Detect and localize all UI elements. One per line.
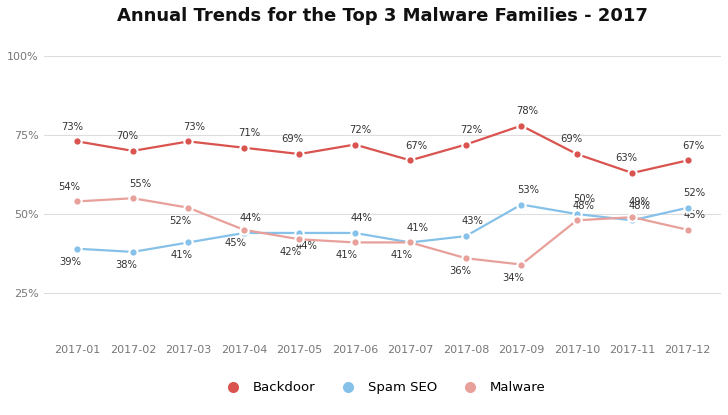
Text: 42%: 42% <box>280 247 302 257</box>
Text: 45%: 45% <box>224 238 247 248</box>
Text: 73%: 73% <box>183 122 205 132</box>
Text: 38%: 38% <box>115 260 137 270</box>
Text: 50%: 50% <box>573 194 595 204</box>
Text: 71%: 71% <box>238 128 261 138</box>
Text: 53%: 53% <box>518 185 539 195</box>
Text: 43%: 43% <box>462 216 483 227</box>
Text: 41%: 41% <box>336 251 357 261</box>
Text: 34%: 34% <box>502 273 524 283</box>
Text: 44%: 44% <box>351 213 373 223</box>
Text: 67%: 67% <box>405 141 427 151</box>
Text: 52%: 52% <box>169 216 191 226</box>
Title: Annual Trends for the Top 3 Malware Families - 2017: Annual Trends for the Top 3 Malware Fami… <box>117 7 648 25</box>
Legend: Backdoor, Spam SEO, Malware: Backdoor, Spam SEO, Malware <box>214 376 551 400</box>
Text: 44%: 44% <box>240 213 262 223</box>
Text: 55%: 55% <box>129 178 151 188</box>
Text: 69%: 69% <box>560 134 582 144</box>
Text: 36%: 36% <box>449 266 471 276</box>
Text: 41%: 41% <box>406 223 428 233</box>
Text: 48%: 48% <box>628 200 650 211</box>
Text: 78%: 78% <box>516 106 538 116</box>
Text: 63%: 63% <box>616 153 638 163</box>
Text: 69%: 69% <box>281 134 304 144</box>
Text: 67%: 67% <box>682 141 705 151</box>
Text: 44%: 44% <box>296 241 317 251</box>
Text: 39%: 39% <box>60 257 82 267</box>
Text: 45%: 45% <box>684 210 705 220</box>
Text: 49%: 49% <box>628 198 650 208</box>
Text: 54%: 54% <box>58 182 80 192</box>
Text: 70%: 70% <box>116 131 138 141</box>
Text: 41%: 41% <box>391 251 413 261</box>
Text: 52%: 52% <box>684 188 705 198</box>
Text: 72%: 72% <box>349 125 371 135</box>
Text: 72%: 72% <box>460 125 483 135</box>
Text: 41%: 41% <box>170 251 192 261</box>
Text: 73%: 73% <box>61 122 83 132</box>
Text: 48%: 48% <box>573 200 595 211</box>
